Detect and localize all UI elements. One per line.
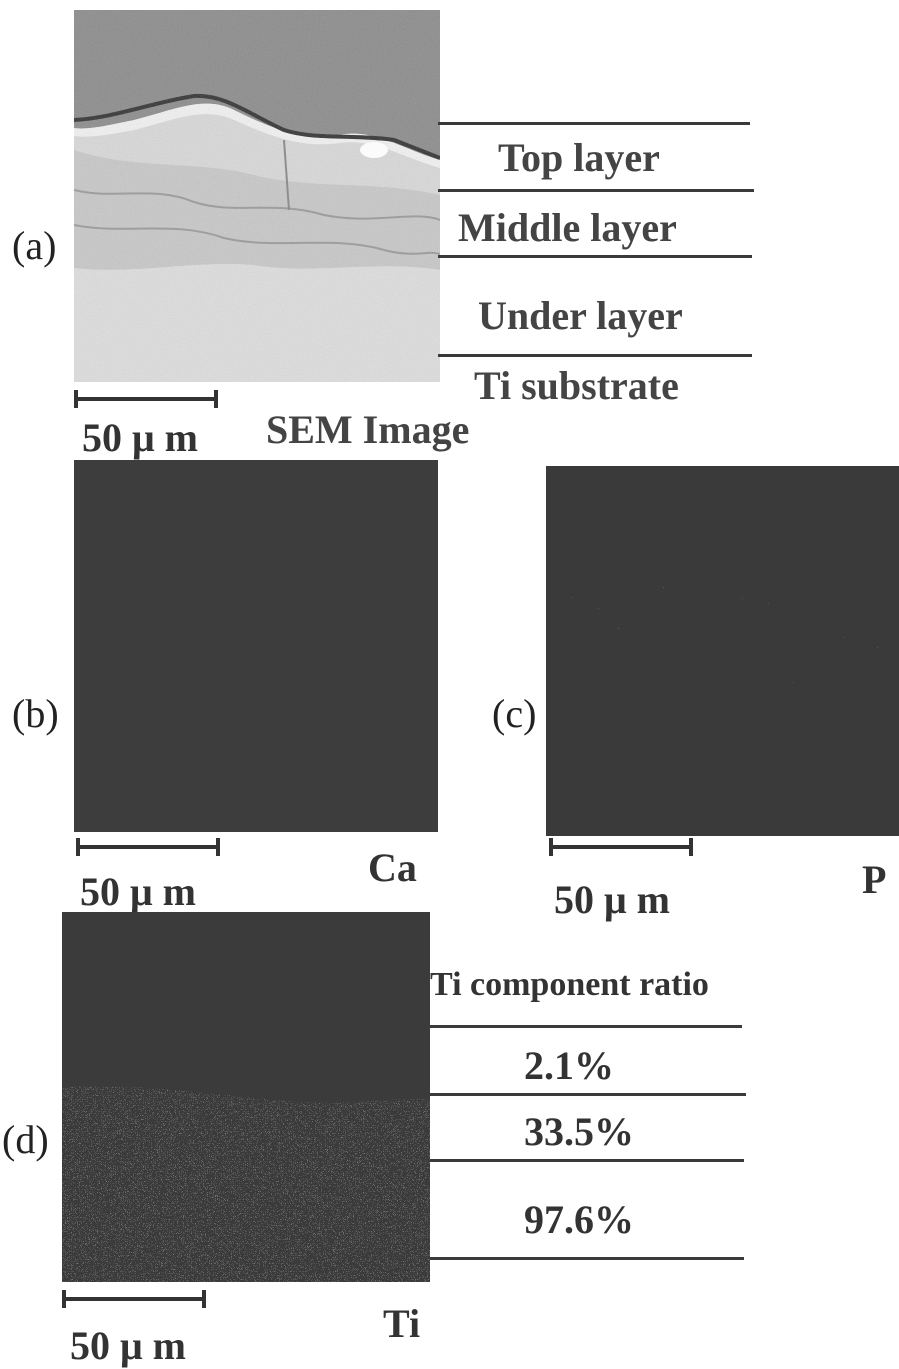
scale-label-b: 50 μ m — [80, 869, 196, 914]
scale-bar-a — [74, 390, 218, 408]
ti-ratio-title: Ti component ratio — [430, 966, 709, 1003]
scale-label-c: 50 μ m — [554, 877, 670, 922]
element-label-ca: Ca — [368, 845, 417, 890]
panel-label-c: (c) — [492, 691, 537, 736]
scale-label-d: 50 μ m — [70, 1323, 186, 1368]
layer-line-1 — [438, 122, 750, 125]
scale-bar-d — [62, 1290, 206, 1308]
ratio-line-2 — [430, 1093, 746, 1096]
scale-label-a: 50 μ m — [82, 415, 198, 460]
panel-label-d: (d) — [2, 1117, 49, 1162]
scale-bar-b — [76, 838, 220, 856]
sem-image — [74, 10, 440, 382]
ti-ratio-top: 2.1% — [524, 1043, 614, 1088]
sem-caption: SEM Image — [266, 407, 470, 452]
scale-bar-c — [549, 838, 693, 856]
layer-line-4 — [438, 354, 752, 357]
layer-label-under: Under layer — [478, 293, 683, 338]
ti-ratio-middle: 33.5% — [524, 1109, 634, 1154]
ratio-line-3 — [430, 1159, 744, 1162]
layer-label-substrate: Ti substrate — [474, 363, 679, 408]
layer-line-2 — [438, 189, 754, 192]
panel-label-b: (b) — [12, 691, 59, 736]
ratio-line-4 — [430, 1257, 744, 1260]
panel-label-a: (a) — [12, 223, 57, 268]
layer-line-3 — [438, 255, 752, 258]
p-map-image — [546, 466, 899, 836]
ti-ratio-under: 97.6% — [524, 1197, 634, 1242]
ti-map-image — [62, 912, 430, 1282]
element-label-p: P — [862, 857, 887, 902]
ca-map-image — [74, 460, 438, 832]
layer-label-middle: Middle layer — [458, 205, 677, 250]
layer-label-top: Top layer — [498, 135, 660, 180]
element-label-ti: Ti — [383, 1301, 421, 1346]
ratio-line-1 — [430, 1025, 742, 1028]
